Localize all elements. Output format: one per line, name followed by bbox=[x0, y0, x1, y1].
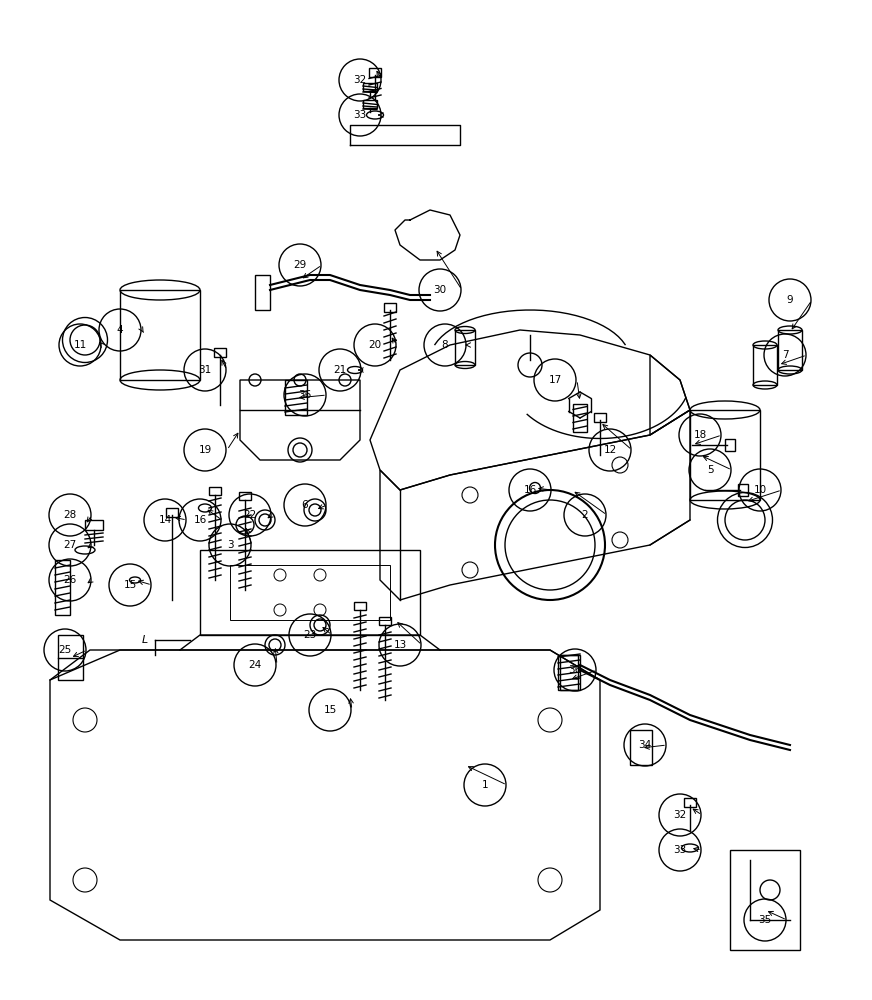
Bar bbox=[753, 345, 777, 385]
Text: 14: 14 bbox=[159, 515, 172, 525]
Text: 16: 16 bbox=[194, 515, 207, 525]
Bar bbox=[354, 602, 366, 610]
Bar bbox=[85, 520, 103, 530]
Text: 15: 15 bbox=[123, 580, 137, 590]
Text: 19: 19 bbox=[198, 445, 212, 455]
Text: 25: 25 bbox=[58, 645, 72, 655]
Bar bbox=[690, 410, 760, 500]
Bar bbox=[558, 655, 580, 690]
Text: 15: 15 bbox=[324, 705, 337, 715]
Bar bbox=[285, 380, 307, 415]
Text: 35: 35 bbox=[759, 915, 772, 925]
Bar bbox=[594, 413, 606, 422]
Text: 24: 24 bbox=[249, 660, 262, 670]
Text: 33: 33 bbox=[673, 845, 686, 855]
Text: 36: 36 bbox=[569, 665, 582, 675]
Text: 29: 29 bbox=[293, 260, 307, 270]
Bar bbox=[166, 508, 178, 517]
Text: 30: 30 bbox=[433, 285, 446, 295]
Text: 11: 11 bbox=[73, 340, 86, 350]
Text: 22: 22 bbox=[243, 510, 256, 520]
Bar bbox=[738, 484, 748, 496]
Text: 7: 7 bbox=[781, 350, 788, 360]
Text: 28: 28 bbox=[64, 510, 77, 520]
Text: 33: 33 bbox=[353, 110, 366, 120]
Text: 31: 31 bbox=[198, 365, 212, 375]
Text: 34: 34 bbox=[638, 740, 651, 750]
Bar bbox=[214, 348, 226, 357]
Bar bbox=[58, 635, 83, 680]
Text: 20: 20 bbox=[369, 340, 382, 350]
Text: 4: 4 bbox=[117, 325, 123, 335]
Text: 12: 12 bbox=[603, 445, 617, 455]
Bar bbox=[778, 330, 802, 370]
Text: 26: 26 bbox=[64, 575, 77, 585]
Text: 9: 9 bbox=[787, 295, 794, 305]
Bar bbox=[725, 439, 735, 451]
Text: 10: 10 bbox=[753, 485, 766, 495]
Text: 8: 8 bbox=[442, 340, 448, 350]
Text: 2: 2 bbox=[582, 510, 589, 520]
Text: 23: 23 bbox=[303, 630, 317, 640]
Text: 16: 16 bbox=[523, 485, 536, 495]
Bar bbox=[239, 492, 251, 500]
Bar bbox=[369, 68, 381, 77]
Text: 27: 27 bbox=[64, 540, 77, 550]
Bar bbox=[363, 100, 377, 108]
Text: 5: 5 bbox=[706, 465, 713, 475]
Bar bbox=[379, 617, 391, 625]
Bar bbox=[630, 730, 652, 765]
Bar bbox=[209, 487, 221, 495]
Bar bbox=[455, 330, 475, 365]
Text: 17: 17 bbox=[548, 375, 562, 385]
Bar bbox=[255, 275, 270, 310]
Text: 1: 1 bbox=[481, 780, 488, 790]
Text: 13: 13 bbox=[393, 640, 406, 650]
Bar bbox=[684, 798, 696, 807]
Bar bbox=[573, 404, 587, 432]
Text: 18: 18 bbox=[693, 430, 706, 440]
Text: 32: 32 bbox=[673, 810, 686, 820]
Bar bbox=[560, 655, 578, 690]
Text: L: L bbox=[142, 635, 148, 645]
Text: 21: 21 bbox=[333, 365, 347, 375]
Bar bbox=[384, 303, 396, 312]
Text: 32: 32 bbox=[353, 75, 366, 85]
Text: 36: 36 bbox=[298, 390, 311, 400]
Bar bbox=[363, 83, 377, 91]
Text: 6: 6 bbox=[302, 500, 309, 510]
Text: 3: 3 bbox=[227, 540, 234, 550]
Bar bbox=[120, 290, 200, 380]
Bar bbox=[55, 560, 70, 615]
